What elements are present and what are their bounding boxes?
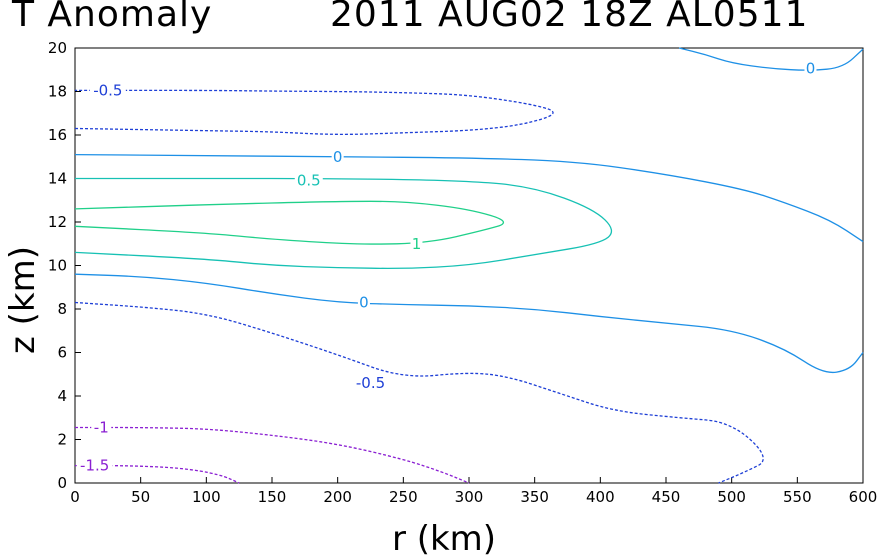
y-tick-label: 20 <box>48 39 67 57</box>
y-tick-label: 10 <box>48 257 67 275</box>
x-tick-label: 600 <box>849 488 878 506</box>
y-tick-label: 14 <box>48 170 67 188</box>
contour-label-bg <box>410 235 423 252</box>
contour-label: 1 <box>412 235 422 253</box>
contour-label: 0.5 <box>297 172 321 190</box>
contour-label: 0 <box>806 60 816 78</box>
plot-frame <box>74 47 864 484</box>
x-tick-label: 250 <box>389 488 418 506</box>
y-tick-label: 16 <box>48 126 67 144</box>
contour-lines: -0.5 0 0 0.5 1 0 -0.5 -1 -1.5 <box>74 47 864 484</box>
contour-label: -1.5 <box>80 457 109 475</box>
x-tick-label: 500 <box>717 488 746 506</box>
contour-line-neg-1 <box>75 426 470 484</box>
y-axis-title: z (km) <box>3 246 43 354</box>
contour-label: -0.5 <box>93 81 122 99</box>
x-tick-label: 200 <box>323 488 352 506</box>
y-tick-label: 18 <box>48 83 67 101</box>
contour-label-bg <box>804 60 817 77</box>
contour-label-bg <box>76 457 113 474</box>
contour-line-upper-0 <box>74 153 864 243</box>
x-tick-label: 100 <box>192 488 221 506</box>
x-tick-label: 450 <box>652 488 681 506</box>
contour-line-upper-neg-0p5 <box>74 89 554 135</box>
x-tick-label: 150 <box>258 488 287 506</box>
y-tick-label: 2 <box>57 431 67 449</box>
y-axis: 0 2 4 6 8 10 12 14 16 18 20 <box>48 39 81 492</box>
x-tick-label: 550 <box>783 488 812 506</box>
x-axis: 0 50 100 150 200 250 300 350 400 450 500 550 600 <box>70 477 877 506</box>
x-axis-title: r (km) <box>392 519 496 558</box>
contour-line-0p5 <box>74 177 613 270</box>
contour-label-bg <box>357 294 370 311</box>
contour-label: -1 <box>94 419 109 437</box>
contour-line-1 <box>74 200 505 245</box>
y-tick-label: 0 <box>57 474 67 492</box>
y-tick-label: 4 <box>57 387 67 405</box>
contour-label-bg <box>294 172 323 189</box>
x-tick-label: 50 <box>131 488 150 506</box>
x-tick-label: 350 <box>520 488 549 506</box>
contour-line-lower-0 <box>74 273 864 374</box>
contour-line-top-right-0 <box>678 47 864 71</box>
contour-label-bg <box>91 419 112 436</box>
contour-label: -0.5 <box>356 374 385 392</box>
contour-line-lower-neg-0p5 <box>74 301 764 484</box>
x-tick-label: 0 <box>70 488 80 506</box>
y-tick-label: 12 <box>48 213 67 231</box>
contour-label: 0 <box>333 148 343 166</box>
chart-title: T Anomaly <box>12 0 213 35</box>
contour-label-bg <box>89 82 126 99</box>
y-tick-label: 8 <box>57 300 67 318</box>
x-tick-label: 300 <box>455 488 484 506</box>
contour-label-bg <box>352 374 389 391</box>
x-tick-label: 400 <box>586 488 615 506</box>
contour-label: 0 <box>359 293 369 311</box>
chart-subtitle: 2011 AUG02 18Z AL0511 <box>330 0 809 35</box>
y-tick-label: 6 <box>57 344 67 362</box>
contour-label-bg <box>331 148 344 165</box>
